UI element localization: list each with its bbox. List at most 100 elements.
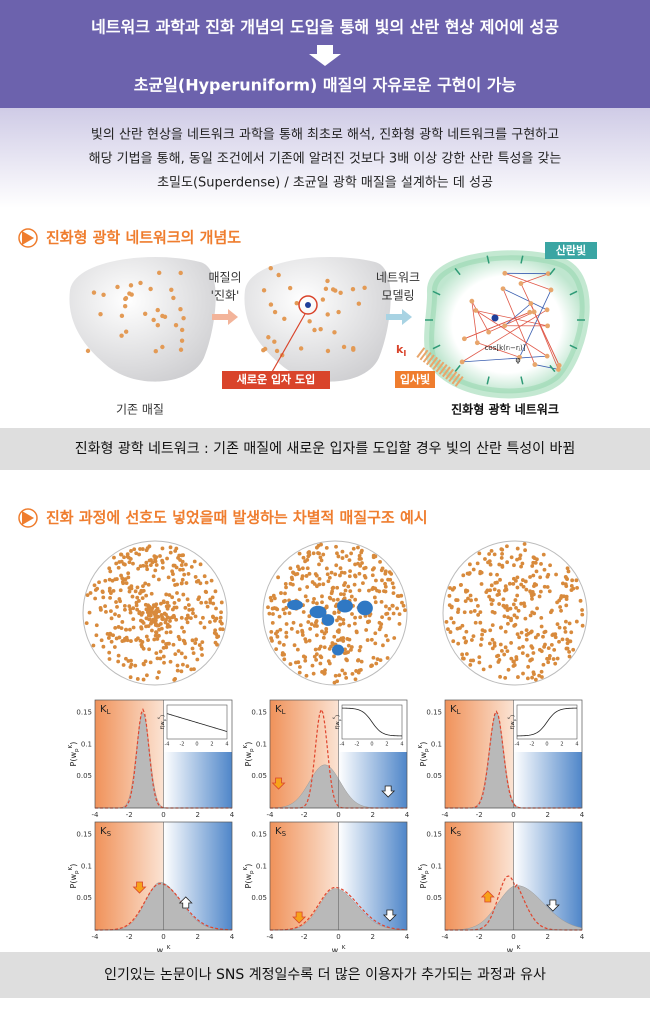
particle [305, 598, 310, 603]
particle [509, 641, 514, 645]
particle [297, 567, 302, 572]
particle [197, 643, 202, 647]
particle [281, 642, 286, 647]
particle [401, 603, 406, 608]
particle [337, 628, 341, 633]
particle [314, 633, 319, 638]
particle [373, 631, 378, 636]
particle [324, 627, 329, 631]
particle [321, 552, 326, 557]
particle [505, 608, 510, 613]
particle [384, 633, 388, 638]
particle [532, 584, 536, 589]
particle [114, 561, 119, 566]
particle [267, 611, 272, 616]
particle [321, 582, 326, 587]
particle [160, 565, 165, 570]
particle [208, 597, 213, 602]
inset-y-label-pre: f(w [510, 721, 516, 729]
inset-tick-label: 2 [210, 742, 213, 748]
particle [503, 588, 507, 593]
particle [526, 631, 531, 636]
particle [446, 627, 450, 632]
edge [520, 283, 560, 366]
particle [467, 562, 472, 567]
plot-frame [444, 699, 583, 809]
particle [370, 573, 375, 578]
particle [383, 589, 388, 594]
new-particle-label: 새로운 입자 도입 [237, 372, 316, 386]
step-label: '진화' [211, 289, 240, 303]
y-axis-label-sup: K [68, 866, 74, 870]
footer-band [0, 952, 650, 998]
particle [459, 582, 463, 587]
particle [517, 635, 521, 640]
particle [357, 668, 362, 673]
particle [171, 578, 176, 583]
particle [218, 627, 223, 632]
particle [369, 663, 374, 668]
particle [531, 670, 536, 675]
particle [109, 616, 114, 621]
particle [447, 593, 452, 598]
particle [350, 286, 356, 292]
particle [525, 653, 530, 658]
particle [144, 548, 149, 553]
particle [143, 581, 148, 586]
cluster [309, 605, 327, 619]
particle [306, 554, 311, 559]
particle [381, 643, 385, 648]
inset-y-label: f(wpK) [507, 715, 517, 729]
particle [183, 641, 187, 646]
particle [523, 548, 528, 553]
trend-arrow [382, 909, 397, 922]
particle [343, 647, 347, 652]
particle [478, 610, 483, 615]
particle [272, 339, 277, 344]
particle [383, 581, 387, 586]
particle [496, 589, 501, 593]
particle [164, 642, 168, 646]
y-tick-label: 0.15 [76, 709, 92, 717]
particle [487, 594, 492, 599]
scatter-ray [486, 376, 490, 385]
particle [503, 605, 508, 610]
particle [497, 602, 502, 606]
particle [204, 600, 208, 605]
particle [506, 621, 510, 626]
particle [219, 610, 223, 615]
particle [357, 571, 362, 576]
particle [320, 629, 324, 634]
particle [335, 618, 339, 623]
y-tick-label: 0.15 [76, 831, 92, 839]
bullet [22, 511, 34, 525]
plot-panel: KL0.150.10.05-4-2024wpKP(wpK)-4-2024f(wp… [418, 699, 585, 835]
particle [133, 663, 138, 668]
particle [480, 632, 485, 637]
particle [526, 664, 531, 669]
particle [209, 578, 214, 583]
particle [296, 660, 301, 665]
panel-label: KS [100, 826, 112, 838]
particle [168, 545, 173, 550]
particle [325, 572, 330, 577]
scatter-ray [454, 267, 461, 276]
particle [99, 638, 104, 643]
particle [378, 658, 383, 663]
particle [203, 589, 208, 594]
particle [477, 660, 482, 665]
particle [468, 610, 473, 614]
node [473, 308, 479, 313]
panel-label: KL [275, 704, 286, 716]
node [545, 271, 551, 277]
particle [143, 602, 148, 607]
particle [464, 652, 469, 656]
particle [567, 649, 572, 654]
particle [109, 639, 114, 644]
particle [135, 585, 140, 590]
particle [186, 603, 191, 607]
particle [499, 556, 504, 560]
particle [560, 637, 565, 642]
scatter-ray [432, 290, 441, 296]
particle [173, 677, 178, 681]
